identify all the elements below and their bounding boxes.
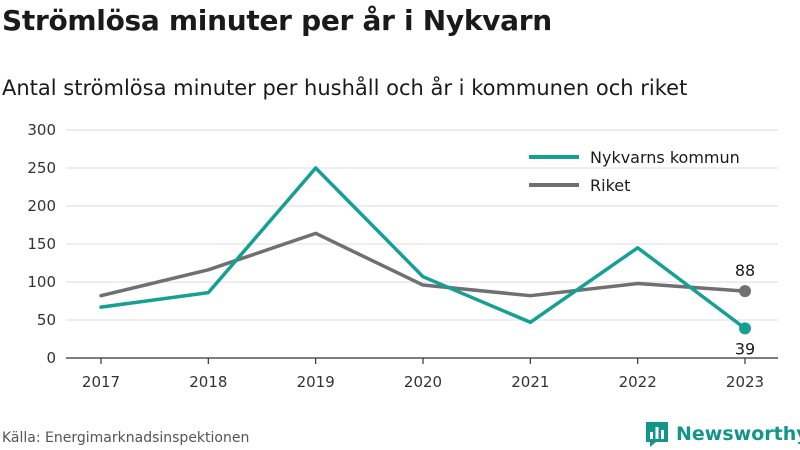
y-tick-label: 200 xyxy=(27,197,56,215)
legend-label: Nykvarns kommun xyxy=(590,148,740,167)
x-tick-label: 2017 xyxy=(82,373,120,391)
series-lines xyxy=(99,166,751,335)
y-tick-label: 300 xyxy=(27,121,56,139)
brand-logo: Newsworthy xyxy=(644,420,800,448)
source-note: Källa: Energimarknadsinspektionen xyxy=(2,430,250,446)
chart-title: Strömlösa minuter per år i Nykvarn xyxy=(2,4,552,37)
y-tick-label: 50 xyxy=(37,311,56,329)
y-axis: 0 50 100 150 200 250 300 xyxy=(27,121,56,367)
legend: Nykvarns kommun Riket xyxy=(529,148,740,195)
chart-subtitle: Antal strömlösa minuter per hushåll och … xyxy=(2,76,688,100)
gridlines xyxy=(66,129,778,321)
x-axis: 2017 2018 2019 2020 2021 2022 2023 xyxy=(66,357,778,391)
brand-name: Newsworthy xyxy=(676,423,800,445)
x-tick-label: 2023 xyxy=(726,373,764,391)
end-value-label: 88 xyxy=(735,261,755,280)
data-labels: 39 88 xyxy=(735,261,755,358)
x-tick-label: 2021 xyxy=(511,373,549,391)
y-tick-label: 0 xyxy=(46,349,56,367)
bar-chart-logo-icon xyxy=(646,422,668,447)
end-point-marker xyxy=(739,285,751,298)
y-tick-label: 150 xyxy=(27,235,56,253)
x-tick-label: 2019 xyxy=(297,373,335,391)
x-tick-label: 2020 xyxy=(404,373,442,391)
x-tick-label: 2022 xyxy=(619,373,657,391)
series-line-nykvarn xyxy=(99,166,747,331)
y-tick-label: 100 xyxy=(27,273,56,291)
end-value-label: 39 xyxy=(735,339,755,358)
y-tick-label: 250 xyxy=(27,159,56,177)
series-line-riket xyxy=(99,231,747,298)
x-tick-label: 2018 xyxy=(189,373,227,391)
legend-label: Riket xyxy=(590,176,630,195)
end-point-marker xyxy=(739,322,751,335)
